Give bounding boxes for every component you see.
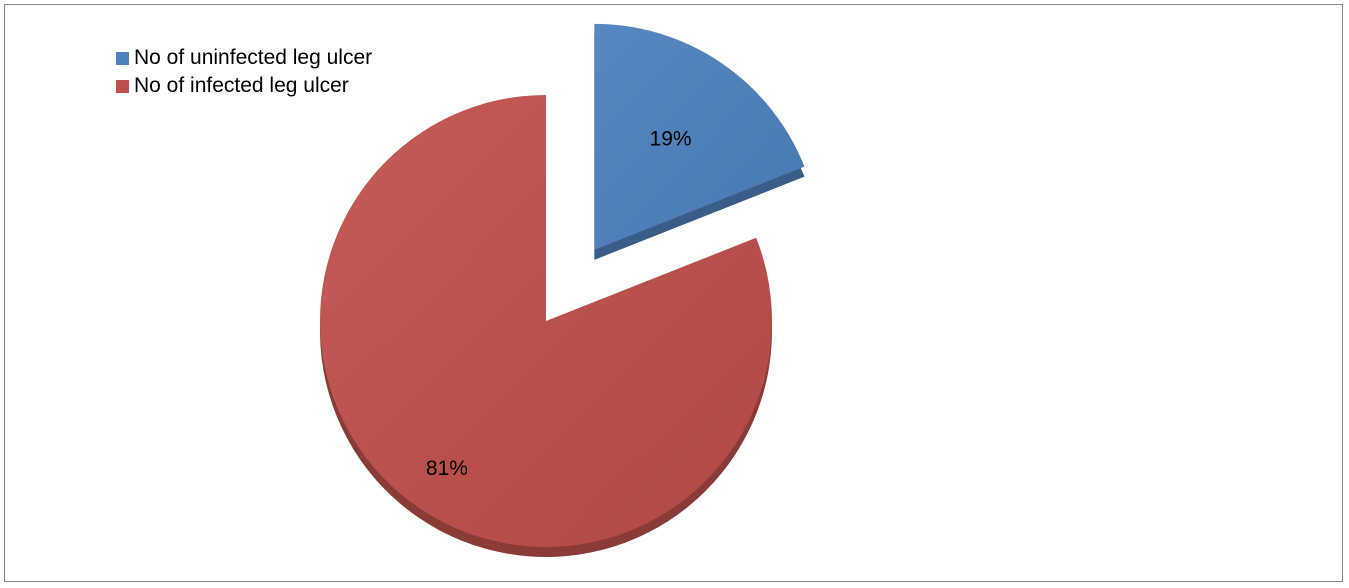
legend-swatch-uninfected — [116, 51, 129, 65]
pie-slice-infected[interactable] — [319, 95, 772, 548]
legend: No of uninfected leg ulcer No of infecte… — [116, 44, 372, 100]
legend-swatch-infected — [116, 79, 129, 93]
legend-label-infected: No of infected leg ulcer — [134, 74, 349, 97]
legend-label-uninfected: No of uninfected leg ulcer — [134, 46, 373, 69]
data-label-uninfected: 19% — [650, 128, 692, 151]
legend-item-uninfected: No of uninfected leg ulcer — [116, 44, 372, 72]
pie-slice-uninfected[interactable] — [594, 23, 805, 250]
data-label-infected: 81% — [426, 457, 468, 480]
legend-item-infected: No of infected leg ulcer — [116, 72, 372, 100]
